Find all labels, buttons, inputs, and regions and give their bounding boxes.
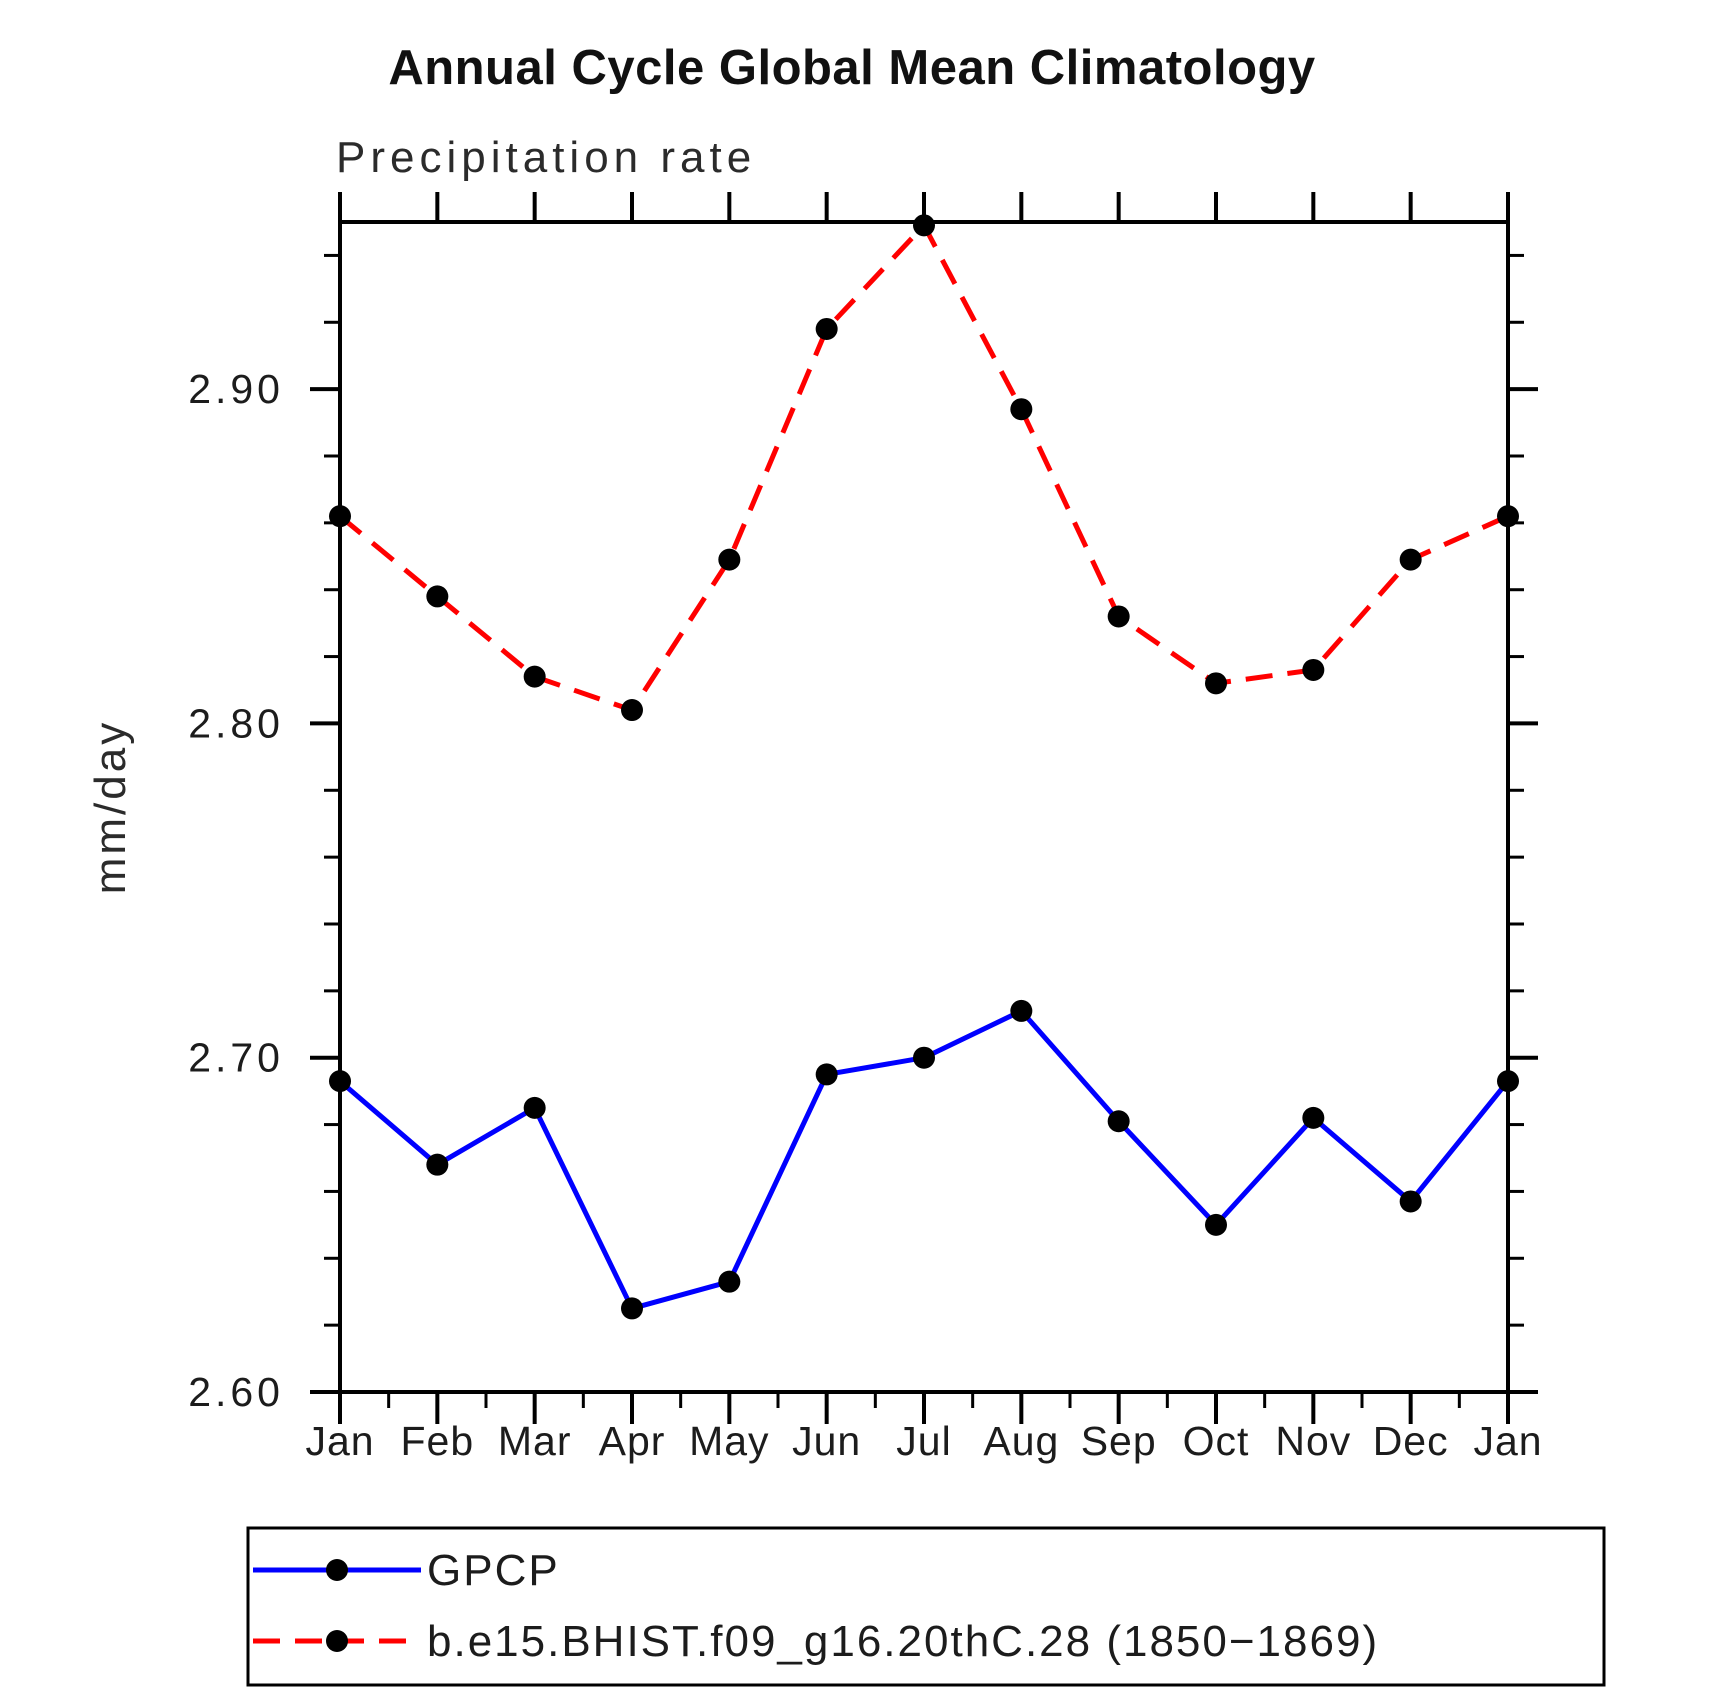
- data-point-marker: [1497, 1070, 1519, 1093]
- data-point-marker: [1205, 672, 1227, 695]
- x-tick-label: Nov: [1275, 1418, 1351, 1464]
- data-point-marker: [1302, 1106, 1325, 1129]
- y-tick-label: 2.60: [188, 1369, 284, 1415]
- plot-border: [338, 220, 1510, 1394]
- data-series: [329, 214, 1519, 1320]
- data-point-marker: [1399, 1190, 1422, 1213]
- data-point-marker: [426, 585, 449, 608]
- y-tick-label: 2.70: [188, 1035, 284, 1081]
- series-line-1: [338, 222, 1510, 713]
- y-tick-label: 2.80: [188, 700, 284, 746]
- data-point-marker: [913, 1046, 935, 1069]
- data-point-marker: [718, 1270, 741, 1293]
- x-tick-label: May: [689, 1418, 769, 1464]
- x-tick-label: Jan: [305, 1418, 374, 1464]
- data-point-marker: [1497, 505, 1519, 528]
- legend-label-gpcp: GPCP: [427, 1546, 560, 1595]
- legend: GPCP b.e15.BHIST.f09_g16.20thC.28 (1850−…: [246, 1526, 1606, 1687]
- data-point-marker: [1107, 605, 1130, 628]
- data-point-marker: [621, 1297, 643, 1320]
- data-point-marker: [426, 1153, 449, 1176]
- data-point-marker: [329, 505, 351, 528]
- data-point-marker: [621, 699, 643, 722]
- data-point-marker: [815, 1063, 838, 1086]
- chart-title: Annual Cycle Global Mean Climatology: [388, 41, 1315, 95]
- data-point-marker: [523, 1096, 546, 1119]
- data-point-marker: [1205, 1213, 1227, 1236]
- legend-box: [246, 1526, 1606, 1687]
- data-point-marker: [1302, 658, 1325, 681]
- x-tick-label: Dec: [1373, 1418, 1449, 1464]
- legend-marker-model: [326, 1630, 348, 1652]
- x-tick-label: Mar: [498, 1418, 572, 1464]
- data-point-marker: [815, 317, 838, 340]
- data-point-marker: [329, 1070, 351, 1093]
- axis-ticks: [310, 192, 1538, 1424]
- data-point-marker: [1107, 1110, 1130, 1133]
- axis-tick-labels: Jan Feb Mar Apr May Jun Jul Aug Sep Oct Nov Dec Jan 2…: [188, 366, 1542, 1464]
- x-tick-label: Jan: [1473, 1418, 1542, 1464]
- chart-subtitle: Precipitation rate: [336, 133, 756, 182]
- x-tick-label: Sep: [1081, 1418, 1157, 1464]
- data-point-marker: [1010, 398, 1033, 421]
- data-point-marker: [718, 548, 741, 571]
- data-point-marker: [1399, 548, 1422, 571]
- data-point-marker: [913, 214, 935, 237]
- x-tick-label: Oct: [1183, 1418, 1250, 1464]
- legend-marker-gpcp: [326, 1559, 348, 1581]
- x-tick-label: Feb: [401, 1418, 475, 1464]
- y-axis-label: mm/day: [86, 720, 135, 894]
- x-tick-label: Apr: [599, 1418, 666, 1464]
- y-tick-label: 2.90: [188, 366, 284, 412]
- legend-label-model: b.e15.BHIST.f09_g16.20thC.28 (1850−1869): [427, 1617, 1379, 1666]
- plot-area-border: [338, 220, 1510, 1394]
- data-point-marker: [1010, 999, 1033, 1022]
- x-tick-label: Jul: [896, 1418, 951, 1464]
- data-point-marker: [523, 665, 546, 688]
- x-tick-label: Aug: [983, 1418, 1059, 1464]
- x-tick-label: Jun: [792, 1418, 861, 1464]
